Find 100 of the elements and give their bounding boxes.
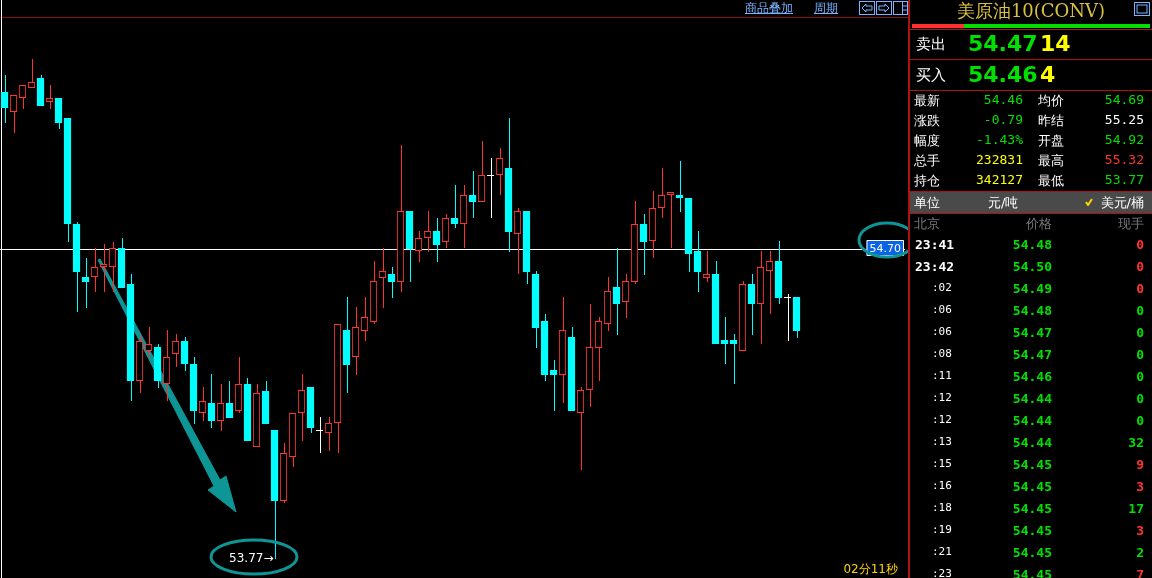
- text: 0: [1136, 369, 1144, 384]
- text: 55.32: [1104, 152, 1144, 167]
- text: 54.45: [1012, 479, 1052, 494]
- candlestick: [513, 207, 522, 275]
- text: 342127: [976, 172, 1023, 187]
- text: 32: [1128, 435, 1144, 450]
- candlestick: [729, 333, 738, 385]
- candlestick: [81, 257, 90, 309]
- candlestick: [441, 213, 450, 249]
- text: 周期: [814, 0, 838, 17]
- text: 54.45: [1012, 523, 1052, 538]
- text: :02: [932, 281, 952, 294]
- text: :12: [932, 413, 952, 426]
- candlestick: [0, 74, 9, 124]
- candlestick: [207, 373, 216, 429]
- candlestick: [549, 359, 558, 412]
- candlestick: [765, 250, 774, 315]
- text: 0: [1136, 325, 1144, 340]
- text: :18: [932, 501, 952, 514]
- text: 02分11秒: [843, 562, 898, 577]
- text: :15: [932, 457, 952, 470]
- text: 54.49: [1012, 281, 1052, 296]
- text: -0.79: [983, 112, 1023, 127]
- candlestick: [639, 213, 648, 276]
- candlestick: [198, 386, 207, 422]
- text: 买入: [916, 66, 946, 85]
- text: 最高: [1038, 152, 1064, 170]
- text: 现手: [1118, 215, 1144, 233]
- text: 昨结: [1038, 112, 1064, 130]
- candlestick: [423, 210, 432, 253]
- text: 54.44: [1012, 391, 1052, 406]
- text: :19: [932, 523, 952, 536]
- text: 持仓: [914, 172, 940, 190]
- candlestick: [576, 386, 585, 471]
- text: 4: [1040, 62, 1056, 87]
- candlestick: [180, 336, 189, 372]
- text: :13: [932, 435, 952, 448]
- candlestick: [612, 247, 621, 336]
- candlestick: [315, 416, 324, 454]
- text: 卖出: [916, 35, 946, 54]
- candlestick: [468, 170, 477, 219]
- text: 0: [1136, 281, 1144, 296]
- candlestick: [495, 147, 504, 196]
- candlestick: [297, 373, 306, 442]
- text: 涨跌: [914, 112, 940, 130]
- text: :12: [932, 391, 952, 404]
- text: 单位: [914, 194, 940, 212]
- text: :11: [932, 369, 952, 382]
- text: 0: [1136, 303, 1144, 318]
- candlestick: [45, 84, 54, 110]
- text: 0: [1136, 259, 1144, 274]
- text: 54.48: [1012, 237, 1052, 252]
- candlestick: [18, 84, 27, 110]
- text: 北京: [914, 215, 940, 233]
- text: 商品叠加: [745, 0, 793, 17]
- text: 54.45: [1012, 545, 1052, 560]
- candlestick: [666, 191, 675, 249]
- text: 3: [1136, 479, 1144, 494]
- candlestick: [747, 273, 756, 336]
- text: 54.92: [1104, 132, 1144, 147]
- text: 9: [1136, 457, 1144, 472]
- candlestick: [783, 293, 792, 342]
- candlestick: [108, 241, 117, 293]
- text: 开盘: [1038, 132, 1064, 150]
- text: :06: [932, 303, 952, 316]
- candlestick: [720, 316, 729, 365]
- text: -1.43%: [976, 132, 1023, 147]
- candlestick: [144, 326, 153, 358]
- text: 2: [1136, 545, 1144, 560]
- text: 17: [1128, 501, 1144, 516]
- text: 54.45: [1012, 457, 1052, 472]
- candlestick: [27, 58, 36, 89]
- text: 54.47: [968, 31, 1038, 56]
- text: 幅度: [914, 132, 940, 150]
- text: 最低: [1038, 172, 1064, 190]
- text: 价格: [1026, 215, 1052, 233]
- text: 美原油10(CONV): [955, 0, 1107, 22]
- text: 元/吨: [988, 194, 1019, 212]
- text: 54.69: [1104, 92, 1144, 107]
- text: :23: [932, 567, 952, 578]
- text: 23:41: [915, 237, 955, 252]
- candlestick: [225, 380, 234, 419]
- text: :21: [932, 545, 952, 558]
- text: :06: [932, 325, 952, 338]
- candlestick: [450, 184, 459, 229]
- text: 54.70: [869, 241, 902, 255]
- candlestick: [378, 247, 387, 309]
- text: 3: [1136, 523, 1144, 538]
- candlestick: [675, 160, 684, 213]
- text: :08: [932, 347, 952, 360]
- text: 54.50: [1012, 259, 1052, 274]
- text: 美元/桶: [1100, 194, 1144, 212]
- text: 55.25: [1104, 112, 1144, 127]
- text: 54.46: [983, 92, 1023, 107]
- text: 0: [1136, 413, 1144, 428]
- candlestick: [621, 273, 630, 319]
- candlestick: [486, 157, 495, 219]
- candlestick: [693, 230, 702, 293]
- text: 54.47: [1012, 347, 1052, 362]
- text: 54.45: [1012, 501, 1052, 516]
